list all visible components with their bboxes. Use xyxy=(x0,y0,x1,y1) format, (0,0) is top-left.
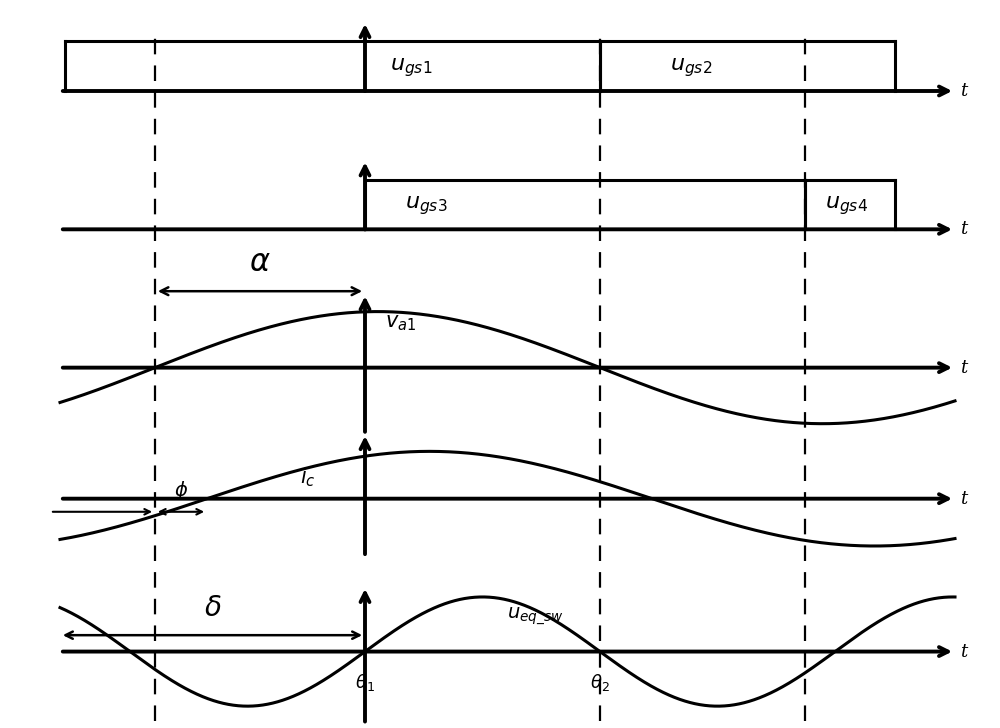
Text: $v_{a1}$: $v_{a1}$ xyxy=(385,313,416,333)
Text: t: t xyxy=(960,221,967,238)
Text: t: t xyxy=(960,82,967,100)
Text: $\delta$: $\delta$ xyxy=(204,595,221,622)
Text: t: t xyxy=(960,643,967,660)
Text: $u_{gs1}$: $u_{gs1}$ xyxy=(390,56,432,79)
Text: $\phi$: $\phi$ xyxy=(174,478,188,502)
Text: $\alpha$: $\alpha$ xyxy=(249,247,271,278)
Text: $u_{gs2}$: $u_{gs2}$ xyxy=(670,56,712,79)
Text: $u_{eq\_sw}$: $u_{eq\_sw}$ xyxy=(507,606,564,627)
Text: t: t xyxy=(960,359,967,376)
Text: $\theta_2$: $\theta_2$ xyxy=(590,672,610,693)
Text: $i_{c}$: $i_{c}$ xyxy=(300,466,316,489)
Text: $u_{gs3}$: $u_{gs3}$ xyxy=(405,194,448,217)
Text: t: t xyxy=(960,490,967,507)
Text: $\theta_1$: $\theta_1$ xyxy=(355,672,375,693)
Text: $u_{gs4}$: $u_{gs4}$ xyxy=(825,194,868,217)
